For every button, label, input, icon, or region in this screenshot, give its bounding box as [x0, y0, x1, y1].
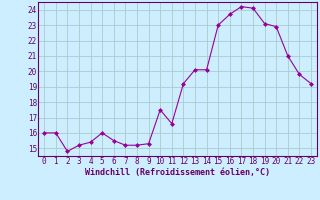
X-axis label: Windchill (Refroidissement éolien,°C): Windchill (Refroidissement éolien,°C)	[85, 168, 270, 177]
